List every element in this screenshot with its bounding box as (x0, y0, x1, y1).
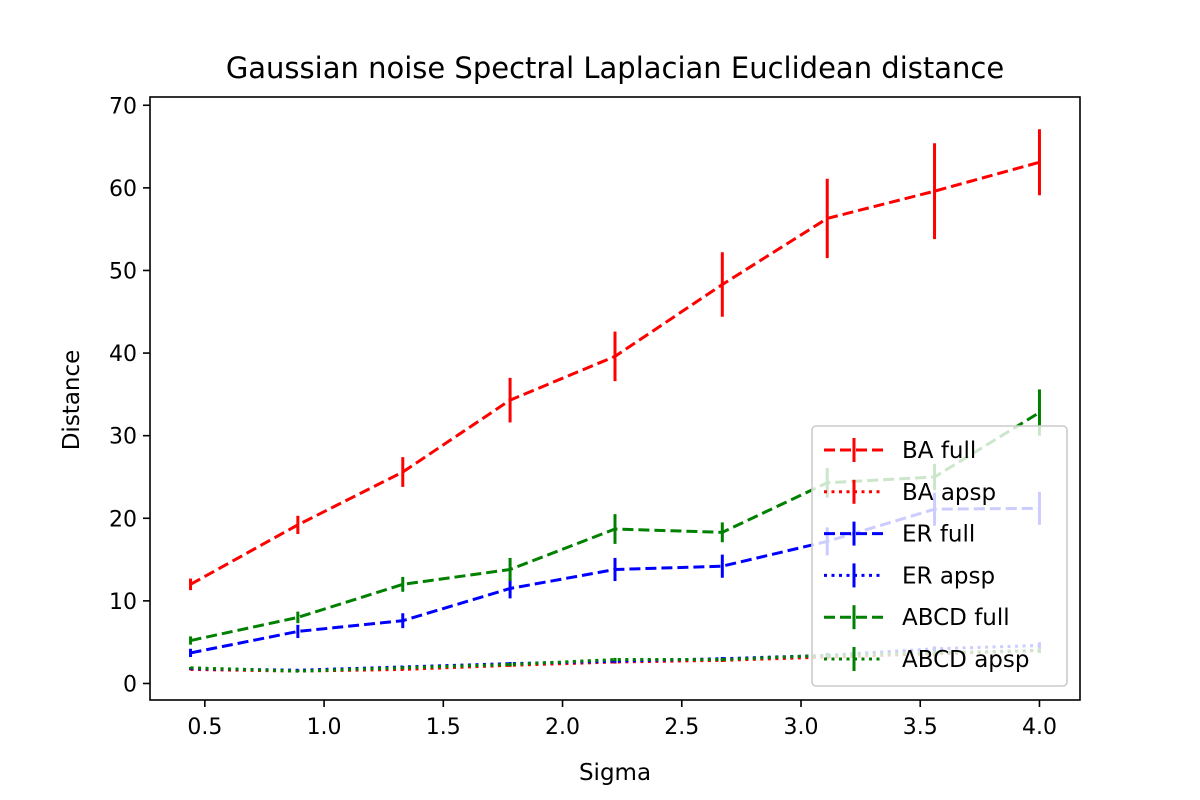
legend-entry-0: BA full (824, 438, 976, 464)
series-0 (189, 129, 1041, 591)
y-axis-label: Distance (59, 350, 85, 451)
legend-label-5: ABCD apsp (902, 647, 1029, 673)
axes: 0.5 1.0 1.5 2.0 2.5 3.0 3.5 4.0 0 10 20 30 40 50 60 70 (109, 94, 1081, 740)
legend-label-0: BA full (902, 438, 976, 464)
chart-title: Gaussian noise Spectral Laplacian Euclid… (226, 51, 1004, 85)
y-tick-label-2: 20 (109, 507, 137, 532)
x-tick-label-7: 4.0 (1022, 715, 1057, 740)
x-tick-label-2: 1.5 (426, 715, 461, 740)
y-tick-label-3: 30 (109, 425, 137, 450)
legend-entry-5: ABCD apsp (824, 647, 1029, 673)
y-tick-label-7: 70 (109, 94, 137, 119)
x-tick-label-0: 0.5 (187, 715, 222, 740)
legend: BA full BA apsp ER full ER apsp ABCD full ABC… (811, 425, 1068, 687)
legend-entry-4: ABCD full (824, 605, 1010, 631)
x-tick-label-3: 2.0 (545, 715, 580, 740)
legend-label-3: ER apsp (902, 563, 995, 589)
x-tick-label-5: 3.0 (784, 715, 819, 740)
x-tick-label-6: 3.5 (903, 715, 938, 740)
legend-label-4: ABCD full (902, 605, 1010, 631)
legend-label-1: BA apsp (902, 480, 996, 506)
y-tick-label-5: 50 (109, 259, 137, 284)
y-tick-label-4: 40 (109, 342, 137, 367)
x-tick-label-1: 1.0 (307, 715, 342, 740)
y-tick-label-0: 0 (123, 672, 137, 697)
y-tick-label-1: 10 (109, 590, 137, 615)
x-axis-label: Sigma (579, 760, 651, 786)
legend-box (811, 425, 1068, 687)
legend-entry-2: ER full (824, 521, 975, 548)
legend-entry-1: BA apsp (824, 479, 996, 506)
legend-label-2: ER full (902, 522, 975, 548)
legend-entry-3: ER apsp (824, 563, 995, 589)
y-tick-label-6: 60 (109, 177, 137, 202)
x-tick-label-4: 2.5 (664, 715, 699, 740)
axes-frame (149, 96, 1081, 701)
